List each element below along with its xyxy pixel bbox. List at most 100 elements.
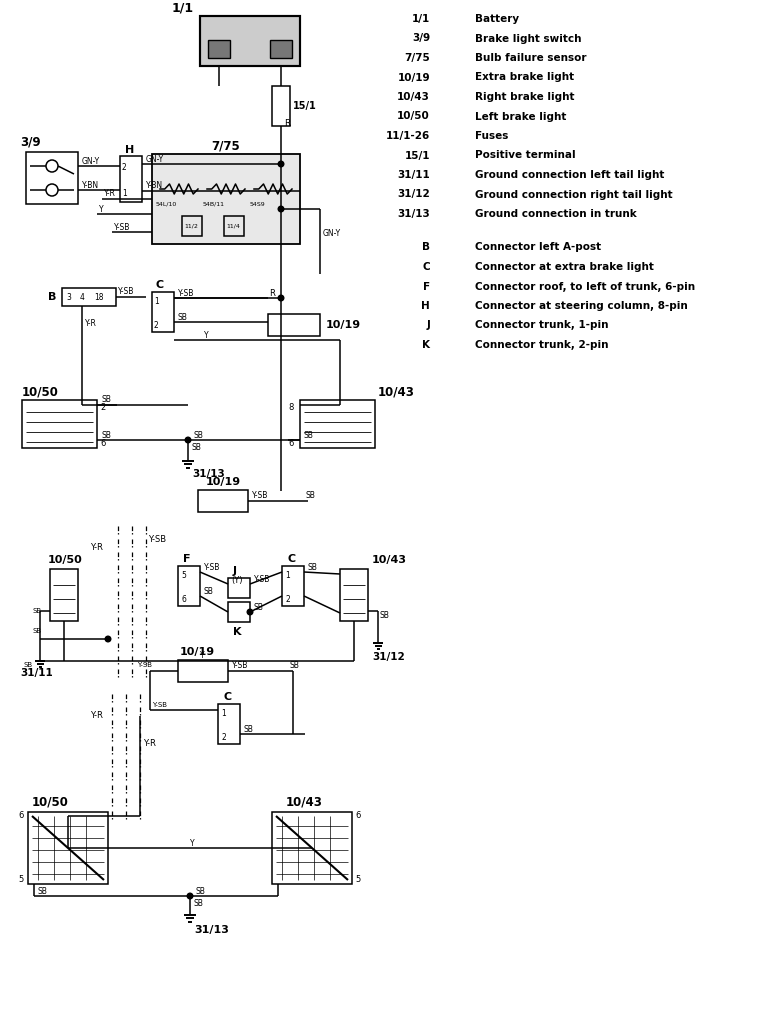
Bar xyxy=(62,288,116,306)
Text: Y: Y xyxy=(99,205,104,213)
Text: Extra brake light: Extra brake light xyxy=(475,73,574,83)
Text: +: + xyxy=(276,41,287,53)
Text: 1: 1 xyxy=(122,189,126,199)
Text: 10/43: 10/43 xyxy=(372,555,407,565)
Text: 4: 4 xyxy=(80,293,85,301)
Text: SB: SB xyxy=(33,608,42,614)
Text: Y-SB: Y-SB xyxy=(178,289,194,298)
Text: Right brake light: Right brake light xyxy=(475,92,575,102)
Text: -: - xyxy=(209,41,213,53)
Text: Y-SB: Y-SB xyxy=(152,702,167,708)
Text: 1: 1 xyxy=(221,709,226,718)
Circle shape xyxy=(278,206,283,212)
Text: Ground connection right tail light: Ground connection right tail light xyxy=(475,189,673,200)
Text: 10/50: 10/50 xyxy=(397,112,430,122)
Bar xyxy=(178,566,200,606)
Text: C: C xyxy=(156,280,164,290)
Bar xyxy=(182,216,202,236)
Text: SB: SB xyxy=(254,603,264,612)
Text: 6: 6 xyxy=(181,595,186,603)
Text: SB: SB xyxy=(380,611,390,621)
Text: Y-R: Y-R xyxy=(104,189,116,199)
Text: 10/50: 10/50 xyxy=(22,385,59,398)
Text: 54S9: 54S9 xyxy=(250,202,266,207)
Text: SB: SB xyxy=(204,588,214,597)
Text: 2: 2 xyxy=(100,403,105,413)
Text: 6: 6 xyxy=(18,811,24,820)
Text: Y-SB: Y-SB xyxy=(137,662,152,668)
Bar xyxy=(228,602,250,622)
Text: SB: SB xyxy=(194,430,204,439)
Text: SB: SB xyxy=(38,887,48,896)
Bar xyxy=(282,566,304,606)
Bar xyxy=(208,40,230,58)
Text: Fuses: Fuses xyxy=(475,131,508,141)
Text: 15/1: 15/1 xyxy=(405,151,430,161)
Text: SB: SB xyxy=(244,725,254,733)
Text: 6: 6 xyxy=(355,811,360,820)
Text: SB: SB xyxy=(306,490,316,500)
Text: Y: Y xyxy=(200,651,205,660)
Text: 18: 18 xyxy=(94,293,104,301)
Text: C: C xyxy=(422,262,430,272)
Text: 10/43: 10/43 xyxy=(378,385,415,398)
Text: Left brake light: Left brake light xyxy=(475,112,566,122)
Text: 10/43: 10/43 xyxy=(286,796,323,809)
Text: Y-BN: Y-BN xyxy=(82,180,99,189)
Text: Y-SB: Y-SB xyxy=(148,536,166,545)
Bar xyxy=(272,812,352,884)
Text: 1: 1 xyxy=(285,570,290,580)
Text: 31/12: 31/12 xyxy=(372,652,405,662)
Text: 10/19: 10/19 xyxy=(326,319,361,330)
Text: Connector left A-post: Connector left A-post xyxy=(475,243,601,253)
Text: Connector trunk, 1-pin: Connector trunk, 1-pin xyxy=(475,321,609,331)
Text: 7/75: 7/75 xyxy=(405,53,430,63)
Text: GN-Y: GN-Y xyxy=(323,229,341,239)
Text: Bulb failure sensor: Bulb failure sensor xyxy=(475,53,587,63)
Text: 2: 2 xyxy=(154,321,158,330)
Text: Y-SB: Y-SB xyxy=(254,575,271,585)
Text: 5: 5 xyxy=(355,876,360,885)
Text: H: H xyxy=(421,301,430,311)
Bar xyxy=(200,16,300,66)
Circle shape xyxy=(278,161,283,167)
Text: 2: 2 xyxy=(221,732,226,741)
Text: SB: SB xyxy=(24,662,33,668)
Text: 2: 2 xyxy=(285,595,290,603)
Bar xyxy=(198,490,248,512)
Text: Y-SB: Y-SB xyxy=(114,222,130,231)
Text: 1: 1 xyxy=(154,297,158,305)
Bar xyxy=(28,812,108,884)
Text: Y-BN: Y-BN xyxy=(146,181,163,190)
Text: 1/1: 1/1 xyxy=(172,1,194,14)
Bar xyxy=(300,400,375,449)
Text: 10/19: 10/19 xyxy=(180,647,215,657)
Text: Battery: Battery xyxy=(475,14,519,24)
Text: 5: 5 xyxy=(181,570,186,580)
Text: 31/13: 31/13 xyxy=(192,469,225,479)
Text: C: C xyxy=(223,692,231,702)
Text: SB: SB xyxy=(195,887,205,896)
Text: J: J xyxy=(233,566,237,575)
Bar xyxy=(224,216,244,236)
Text: Brake light switch: Brake light switch xyxy=(475,34,581,43)
Text: (Y): (Y) xyxy=(231,575,242,585)
Text: SB: SB xyxy=(178,312,188,322)
Text: F: F xyxy=(423,282,430,292)
Text: Y-SB: Y-SB xyxy=(118,288,134,297)
Text: Y-R: Y-R xyxy=(143,739,156,749)
Text: Connector at extra brake light: Connector at extra brake light xyxy=(475,262,654,272)
Text: GN-Y: GN-Y xyxy=(82,157,100,166)
Bar xyxy=(340,569,368,621)
Text: SB: SB xyxy=(101,430,111,439)
Text: 8: 8 xyxy=(288,403,293,413)
Text: 31/12: 31/12 xyxy=(397,189,430,200)
Text: 11/1-26: 11/1-26 xyxy=(386,131,430,141)
Bar xyxy=(152,292,174,332)
Bar xyxy=(218,705,240,744)
Text: Y-R: Y-R xyxy=(90,544,103,553)
Circle shape xyxy=(105,636,110,642)
Text: Y: Y xyxy=(190,839,194,848)
Text: R: R xyxy=(269,289,275,298)
Text: H: H xyxy=(125,145,134,155)
